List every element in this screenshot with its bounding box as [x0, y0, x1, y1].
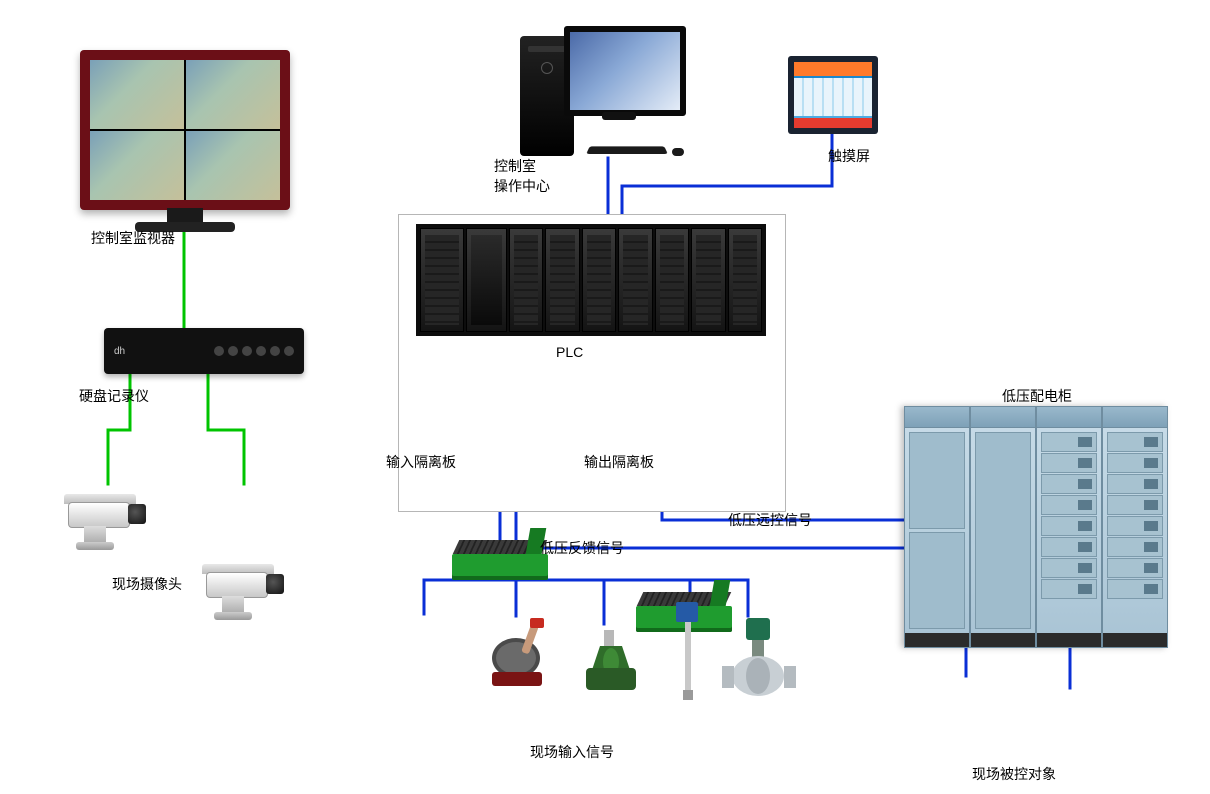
field-device-flowmeter [716, 614, 802, 706]
input-isolation-board-label: 输入隔离板 [386, 452, 456, 472]
feedback-signal-label: 低压反馈信号 [540, 538, 624, 558]
field-device-limit-switch [578, 622, 644, 702]
operator-station-pc [520, 18, 700, 168]
field-device-thermocouple [670, 598, 710, 706]
operator-station-label: 控制室 操作中心 [494, 156, 550, 196]
hmi-touch-panel-label: 触摸屏 [828, 146, 870, 166]
controlled-objects-label: 现场被控对象 [972, 764, 1056, 784]
field-camera-label: 现场摄像头 [112, 574, 182, 594]
remote-signal-label: 低压远控信号 [728, 510, 812, 530]
dvr-recorder: dh [104, 328, 304, 374]
field-device-pull-switch [486, 614, 552, 694]
output-isolation-board-label: 输出隔离板 [584, 452, 654, 472]
field-camera-2 [200, 554, 290, 624]
control-room-monitor-label: 控制室监视器 [91, 228, 175, 248]
lv-switchgear-cabinet [904, 406, 1168, 648]
hmi-touch-panel [788, 56, 878, 134]
control-room-monitor [80, 50, 290, 210]
input-isolation-board [452, 528, 548, 580]
plc-rack [416, 224, 766, 336]
plc-label: PLC [556, 344, 583, 360]
field-input-signals-label: 现场输入信号 [530, 742, 614, 762]
field-camera-1 [62, 484, 152, 554]
lv-switchgear-label: 低压配电柜 [1002, 386, 1072, 406]
dvr-recorder-label: 硬盘记录仪 [79, 386, 149, 406]
